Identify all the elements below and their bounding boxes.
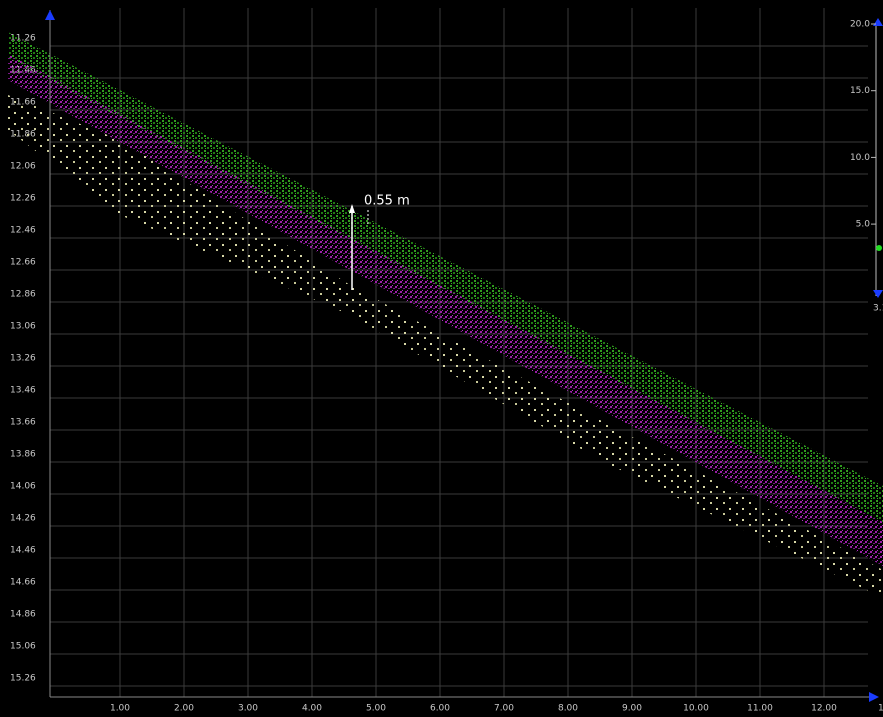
x-tick-label: 10.00 <box>683 704 709 714</box>
y-tick-label: 13.86 <box>10 450 36 460</box>
side-scale-label: 10.0 <box>850 153 870 163</box>
y-tick-label: 14.66 <box>10 578 36 588</box>
x-tick-label: 5.00 <box>366 704 386 714</box>
y-tick-label: 14.86 <box>10 610 36 620</box>
x-tick-label: 8.00 <box>558 704 578 714</box>
side-scale-label: 5.0 <box>856 220 871 230</box>
measurement-label: 0.55 m <box>364 194 410 209</box>
y-tick-label: 13.06 <box>10 322 36 332</box>
y-tick-label: 13.46 <box>10 386 36 396</box>
side-scale-bottom-label: 3.1 <box>873 304 883 314</box>
x-tick-label: 13.0 <box>878 704 883 714</box>
x-tick-label: 12.00 <box>811 704 837 714</box>
y-tick-label: 14.06 <box>10 482 36 492</box>
y-tick-label: 12.66 <box>10 258 36 268</box>
y-tick-label: 13.66 <box>10 418 36 428</box>
y-tick-label: 15.06 <box>10 642 36 652</box>
y-tick-label: 13.26 <box>10 354 36 364</box>
y-tick-label: 12.86 <box>10 290 36 300</box>
x-tick-label: 11.00 <box>747 704 773 714</box>
side-scale-label: 20.0 <box>850 20 870 30</box>
profile-view: 1.00 2.00 3.00 4.00 5.00 6.00 7.00 8.00 9.00 10.0… <box>0 0 883 717</box>
y-tick-label: 14.26 <box>10 514 36 524</box>
page: 1.00 2.00 3.00 4.00 5.00 6.00 7.00 8.00 9.00 10.0… <box>0 0 883 717</box>
y-tick-label: 12.06 <box>10 162 36 172</box>
y-tick-label: 12.26 <box>10 194 36 204</box>
side-scale-handle[interactable] <box>876 245 882 251</box>
y-tick-label: 14.46 <box>10 546 36 556</box>
x-tick-label: 4.00 <box>302 704 322 714</box>
side-scale-label: 15.0 <box>850 86 870 96</box>
x-tick-label: 2.00 <box>174 704 194 714</box>
y-tick-label: 15.26 <box>10 674 36 684</box>
x-tick-label: 9.00 <box>622 704 642 714</box>
x-tick-label: 3.00 <box>238 704 258 714</box>
x-tick-label: 7.00 <box>494 704 514 714</box>
x-tick-label: 1.00 <box>110 704 130 714</box>
y-tick-label: 12.46 <box>10 226 36 236</box>
x-tick-label: 6.00 <box>430 704 450 714</box>
